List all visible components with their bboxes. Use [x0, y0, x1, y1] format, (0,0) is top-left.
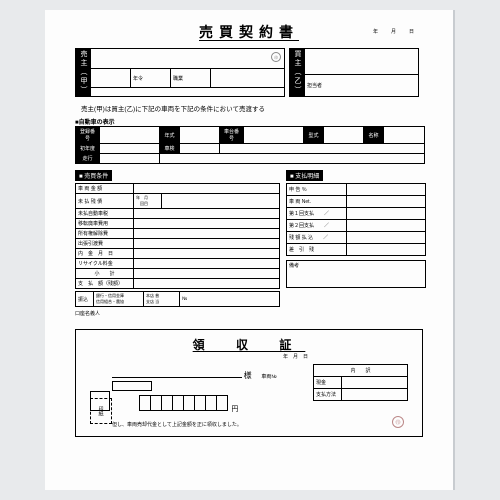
contract-page: 売買契約書 年 月 日 売主（甲） ㊞ 年令 職業 買主（乙） 担当者: [45, 10, 455, 490]
buyer-name-cell[interactable]: [305, 49, 419, 75]
seller-name-cell[interactable]: ㊞: [91, 49, 285, 69]
receipt-box: 領 収 証 年 月 日 様 車両№ 円 但し、車両売却代金として上記金額を正に領…: [75, 329, 423, 437]
pay-table: 申 告 ％ 車 両 Net. 第１回支払 ／ 第２回支払 ／ 残 額 払 込 ／…: [286, 183, 426, 256]
seal-icon: ㊞: [271, 52, 281, 62]
receipt-note: 但し、車両売却代金として上記金額を正に領収しました。: [112, 421, 303, 428]
car-table: 登録番号 年式 車台番号 型式 名称 初年度 車検 走行: [75, 126, 425, 164]
pay-label: ■ 支払明細: [286, 170, 323, 181]
pay-col: ■ 支払明細 申 告 ％ 車 両 Net. 第１回支払 ／ 第２回支払 ／ 残 …: [286, 168, 426, 317]
seller-table: 売主（甲） ㊞ 年令 職業: [75, 48, 285, 97]
inshi-box: 印紙: [90, 398, 112, 424]
terms-table: 車 両 金 額 未 払 残 債年 月 回目 未払自動車税 移転廃車費用 所有権解…: [75, 183, 280, 289]
receipt-left: 様 車両№ 円 但し、車両売却代金として上記金額を正に領収しました。: [90, 364, 303, 428]
receipt-date: 年 月 日: [90, 353, 308, 360]
buyer-header: 買主（乙）: [290, 49, 305, 97]
seller-r2a[interactable]: [91, 69, 131, 88]
receipt-seal-icon: ㊞: [392, 416, 404, 428]
terms-label: ■ 売買条件: [75, 170, 112, 181]
terms-col: ■ 売買条件 車 両 金 額 未 払 残 債年 月 回目 未払自動車税 移転廃車…: [75, 168, 280, 317]
top-date: 年 月 日: [373, 28, 418, 35]
seller-job-label: 職業: [171, 69, 211, 88]
doc-title: 売買契約書: [75, 22, 423, 42]
receipt-title: 領 収 証: [90, 336, 408, 353]
remark-box[interactable]: 備考: [286, 260, 426, 288]
car-section-label: ■自動車の表示: [75, 117, 423, 126]
amount-boxes[interactable]: [140, 395, 228, 411]
account-name-label: 口座名義人: [75, 310, 280, 317]
breakdown-table: 内 訳 現金 支払方法: [313, 364, 408, 401]
parties-row: 売主（甲） ㊞ 年令 職業 買主（乙） 担当者: [75, 48, 423, 97]
mid-row: ■ 売買条件 車 両 金 額 未 払 残 債年 月 回目 未払自動車税 移転廃車…: [75, 168, 423, 317]
payee-line[interactable]: [112, 364, 242, 378]
buyer-rep-label: 担当者: [305, 75, 419, 97]
buyer-table: 買主（乙） 担当者: [289, 48, 419, 97]
seller-age-label: 年令: [131, 69, 171, 88]
seller-header: 売主（甲）: [76, 49, 91, 97]
account-table: 振込 銀行・信用金庫 信用組合・農協 本店 普 支店 当 №: [75, 291, 280, 307]
seller-r3[interactable]: [91, 88, 285, 97]
statement: 売主(甲)は買主(乙)に下記の車両を下記の条件において売渡する: [81, 103, 423, 113]
carno-box[interactable]: [112, 381, 152, 391]
seller-r2d[interactable]: [211, 69, 285, 88]
